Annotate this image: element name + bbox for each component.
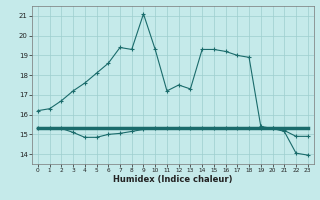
X-axis label: Humidex (Indice chaleur): Humidex (Indice chaleur): [113, 175, 233, 184]
